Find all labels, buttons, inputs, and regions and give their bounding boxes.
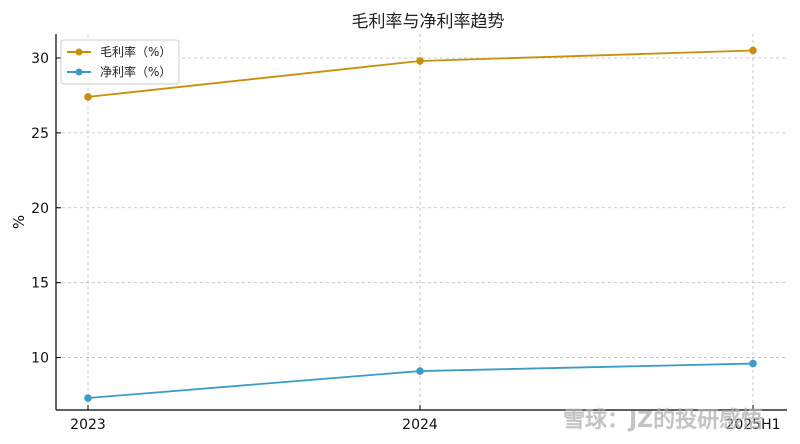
legend-marker-gross — [75, 48, 83, 56]
y-tick-label: 15 — [31, 276, 49, 292]
watermark-text: 雪球：JZ的投研感悟 — [563, 407, 763, 433]
series-0-point — [84, 93, 92, 101]
y-tick-label: 30 — [31, 51, 49, 67]
legend-label-gross: 毛利率（%） — [100, 44, 171, 59]
legend-marker-net — [75, 68, 83, 76]
x-tick-label: 2024 — [402, 417, 438, 433]
series-0-point — [749, 46, 757, 55]
series-0-point — [416, 57, 424, 65]
series-1-point — [749, 359, 757, 368]
y-tick-label: 20 — [31, 201, 49, 217]
y-tick-label: 25 — [31, 126, 49, 142]
y-axis-label: % — [10, 215, 28, 229]
series-1-point — [416, 367, 424, 375]
series-1-point — [84, 394, 92, 402]
x-tick-label: 2025H1 — [725, 417, 780, 433]
legend: 毛利率（%） 净利率（%） — [60, 39, 180, 85]
series — [84, 46, 757, 402]
chart-title: 毛利率与净利率趋势 — [352, 12, 505, 32]
grid — [56, 34, 787, 410]
x-ticks: 2023 2024 2025H1 — [70, 405, 781, 433]
x-tick-label: 2023 — [70, 417, 106, 433]
y-tick-label: 10 — [31, 351, 49, 367]
legend-label-net: 净利率（%） — [100, 64, 171, 79]
y-ticks: 10 15 20 25 30 — [31, 51, 61, 367]
axes — [55, 34, 787, 411]
